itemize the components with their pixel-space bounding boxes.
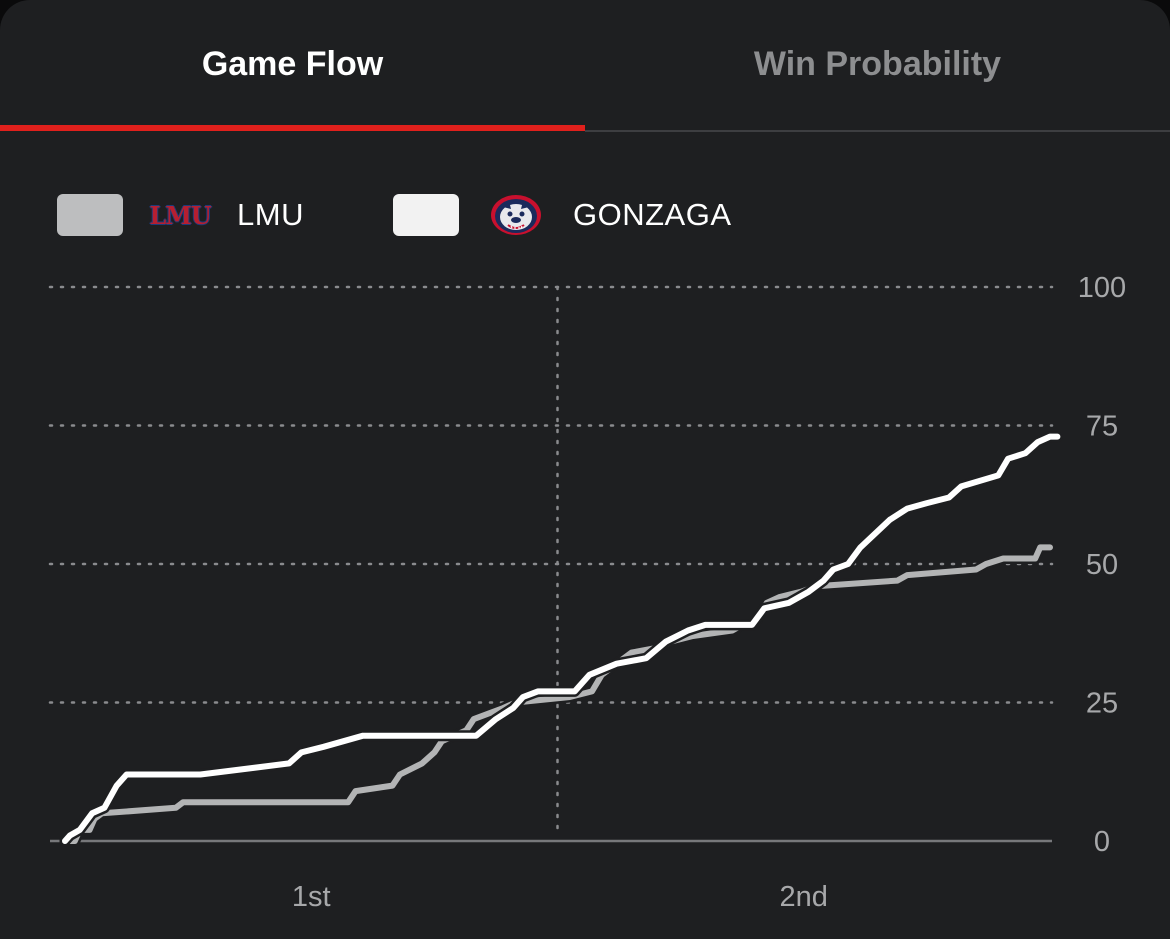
- y-tick-label-0: 0: [1094, 826, 1110, 858]
- series-line-gonzaga: [62, 433, 1061, 844]
- y-tick-label-75: 75: [1086, 411, 1118, 443]
- x-tick-label-1st: 1st: [292, 881, 331, 913]
- series-outline-gonzaga: [59, 431, 1063, 847]
- y-tick-label-100: 100: [1078, 272, 1126, 304]
- gonzaga-bulldog-icon: [485, 192, 547, 238]
- tab-divider: [585, 130, 1170, 132]
- legend-swatch-lmu: [57, 194, 123, 236]
- series-line-lmu: [62, 544, 1053, 844]
- lmu-logo-icon: LMU: [149, 192, 211, 238]
- tab-game-flow[interactable]: Game Flow: [201, 44, 384, 83]
- y-tick-label-50: 50: [1086, 549, 1118, 581]
- tab-bar: Game Flow Win Probability: [0, 0, 1170, 132]
- active-tab-indicator: [0, 125, 585, 131]
- legend-item-gonzaga: GONZAGA: [393, 190, 732, 240]
- legend-label-lmu: LMU: [237, 197, 304, 232]
- tab-win-probability[interactable]: Win Probability: [753, 44, 1002, 83]
- lmu-logo-text: LMU: [149, 200, 211, 230]
- legend-item-lmu: LMU LMU: [57, 190, 304, 240]
- legend-label-gonzaga: GONZAGA: [573, 197, 732, 232]
- x-tick-label-2nd: 2nd: [780, 881, 828, 913]
- y-tick-label-25: 25: [1086, 688, 1118, 720]
- legend-swatch-gonzaga: [393, 194, 459, 236]
